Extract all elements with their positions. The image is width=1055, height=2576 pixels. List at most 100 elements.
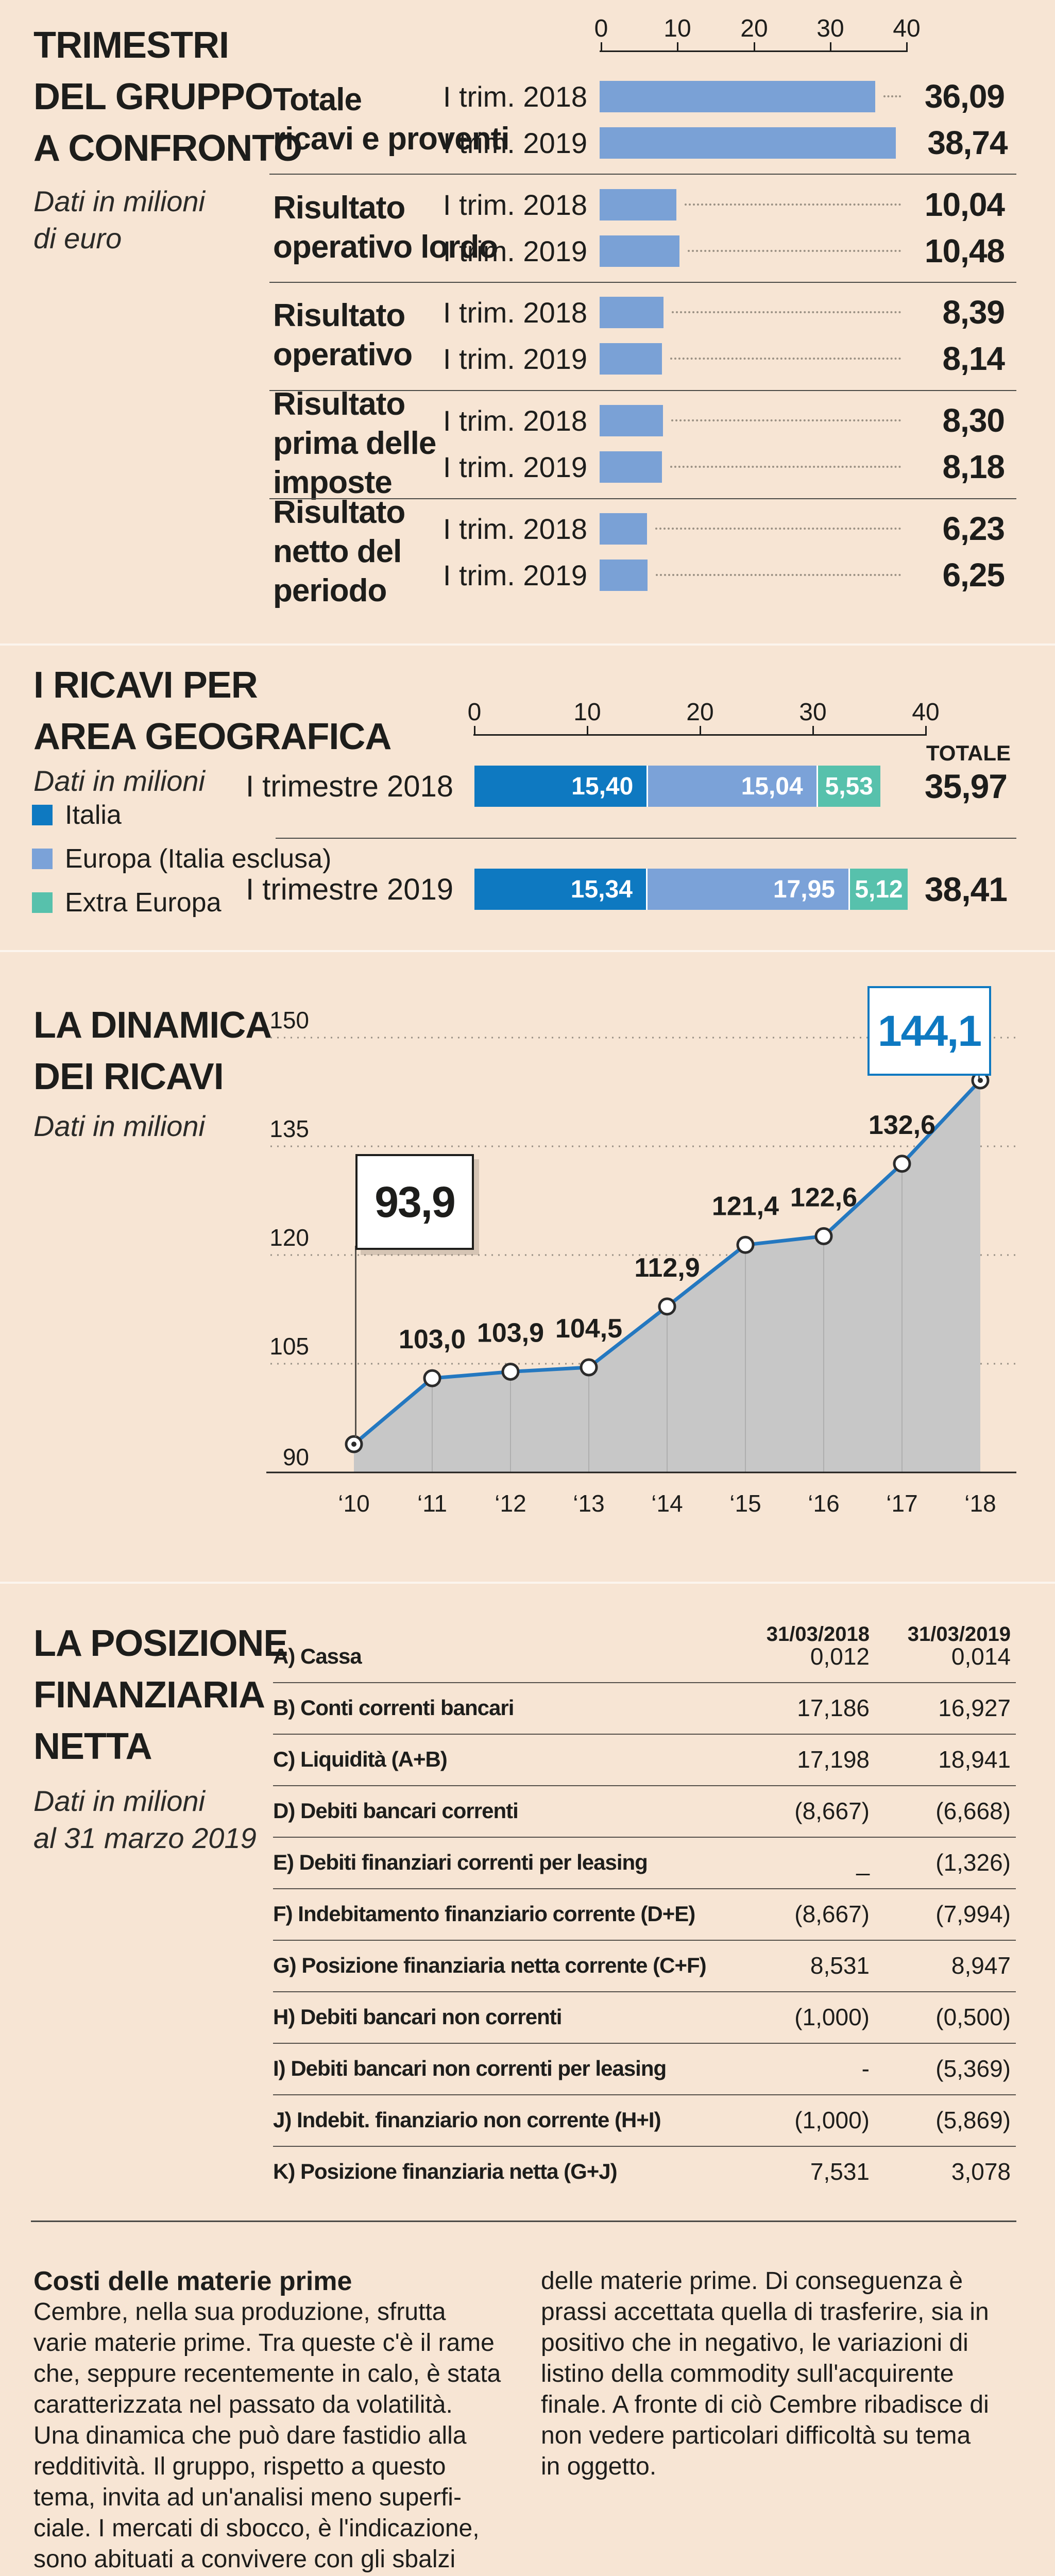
section-divider	[0, 950, 1055, 952]
legend-swatch-italia	[32, 805, 53, 825]
point-value-label: 112,9	[634, 1253, 700, 1283]
callout-value: 144,1	[877, 1006, 982, 1055]
category-label: Risultato prima delle imposte	[273, 386, 436, 500]
segment-europa: 15,04	[648, 766, 818, 807]
y-axis-label: 150	[269, 1007, 309, 1033]
stacked-bar: 15,34 17,95 5,12	[474, 869, 908, 910]
table-value-2019: 16,927	[938, 1694, 1011, 1721]
leader-dots	[688, 250, 901, 252]
leader-dots	[684, 204, 901, 206]
table-row-label: J) Indebit. finanziario non corrente (H+…	[273, 2108, 661, 2132]
bar	[600, 189, 676, 221]
legend-label: Europa (Italia esclusa)	[65, 844, 332, 874]
bar-row-label: I trim. 2018	[443, 512, 587, 545]
legend-item-extra-europa: Extra Europa	[32, 887, 222, 918]
data-point-marker	[736, 1235, 755, 1254]
bar-value: 6,23	[942, 510, 1005, 547]
table-value-2018: 0,012	[810, 1643, 870, 1670]
axis-tick	[677, 42, 678, 50]
table-value-2018: _	[856, 1849, 870, 1876]
stacked-bar-row-2019: I trimestre 2019 15,34 17,95 5,12 38,41	[0, 869, 1055, 910]
leader-dots	[670, 358, 901, 360]
bar-row-label: I trim. 2018	[443, 80, 587, 113]
data-point-dot	[351, 1442, 356, 1447]
table-value-2018: 17,186	[797, 1694, 870, 1721]
table-value-2018: 7,531	[810, 2158, 870, 2185]
table-divider	[273, 1888, 1016, 1889]
axis-tick	[925, 726, 927, 734]
commodity-column-1: Cembre, nella sua produzione, sfrutta va…	[33, 2298, 501, 2573]
table-row: J) Indebit. finanziario non corrente (H+…	[273, 2094, 1016, 2146]
bar	[600, 127, 896, 159]
table-value-2018: 17,198	[797, 1746, 870, 1773]
row-divider	[276, 838, 1016, 839]
stacked-row-label: I trimestre 2019	[246, 872, 453, 906]
x-axis-label: ‘12	[495, 1490, 526, 1517]
table-value-2019: (7,994)	[935, 1901, 1011, 1927]
segment-europa: 17,95	[647, 869, 850, 910]
total-column-header: TOTALE	[926, 741, 1011, 765]
axis-tick	[830, 42, 831, 50]
segment-value: 15,34	[570, 875, 633, 903]
table-value-2018: 8,531	[810, 1952, 870, 1979]
leader-dots	[655, 528, 901, 530]
segment-extra-europa: 5,12	[849, 869, 908, 910]
section-net-position-subtitle: Dati in milioni al 31 marzo 2019	[33, 1785, 257, 1854]
axis-tick	[474, 726, 475, 734]
table-divider	[273, 2094, 1016, 2095]
table-value-2019: 3,078	[951, 2158, 1011, 2185]
data-point-marker	[814, 1227, 833, 1245]
table-row-label: E) Debiti finanziari correnti per leasin…	[273, 1850, 648, 1874]
segment-extra-europa: 5,53	[818, 766, 880, 807]
segment-value: 17,95	[773, 875, 835, 903]
table-row-label: G) Posizione finanziaria netta corrente …	[273, 1953, 707, 1977]
bar-value: 36,09	[924, 78, 1005, 115]
leader-dots	[671, 419, 901, 421]
table-value-2019: (5,869)	[935, 2107, 1011, 2133]
segment-value: 15,04	[741, 772, 803, 800]
data-point-marker	[501, 1362, 520, 1381]
section-geo-title: I RICAVI PER AREA GEOGRAFICA	[33, 665, 392, 757]
table-value-2018: (8,667)	[794, 1901, 870, 1927]
axis-tick-label: 40	[893, 15, 921, 42]
x-axis-label: ‘10	[338, 1490, 369, 1517]
bar-row: I trim. 2019 8,18	[361, 448, 1005, 485]
table-row-label: I) Debiti bancari non correnti per leasi…	[273, 2056, 667, 2080]
axis-ruler	[600, 50, 908, 52]
callout-value: 93,9	[375, 1177, 455, 1226]
segment-italia: 15,40	[474, 766, 649, 807]
table-divider	[273, 1682, 1016, 1683]
table-row: B) Conti correnti bancari 17,186 16,927	[273, 1682, 1016, 1734]
table-row: I) Debiti bancari non correnti per leasi…	[273, 2043, 1016, 2094]
area-fill	[354, 1080, 980, 1472]
table-divider	[273, 2043, 1016, 2044]
bar-row: I trim. 2019 38,74	[361, 124, 1008, 161]
x-axis-label: ‘13	[573, 1490, 604, 1517]
table-row-label: D) Debiti bancari correnti	[273, 1799, 519, 1823]
section-dynamics-title: LA DINAMICA DEI RICAVI	[33, 1005, 272, 1097]
row-total: 35,97	[924, 767, 1008, 805]
bar-row: I trim. 2018 36,09	[361, 78, 1005, 115]
bar-row-label: I trim. 2019	[443, 126, 587, 159]
leader-dots	[670, 466, 901, 468]
bar-row: I trim. 2018 8,39	[361, 294, 1005, 331]
bar-value: 8,14	[942, 340, 1005, 377]
table-value-2019: (0,500)	[935, 2004, 1011, 2030]
data-point-marker	[345, 1435, 363, 1453]
axis-tick	[601, 42, 602, 50]
table-value-2018: (1,000)	[794, 2004, 870, 2030]
x-axis-label: ‘15	[729, 1490, 761, 1517]
segment-value: 5,53	[825, 772, 873, 800]
section-geo-subtitle: Dati in milioni	[33, 765, 205, 797]
axis-tick	[700, 726, 701, 734]
x-axis-label: ‘16	[808, 1490, 839, 1517]
table-row-label: C) Liquidità (A+B)	[273, 1747, 448, 1771]
section-dynamics-subtitle: Dati in milioni	[33, 1110, 205, 1142]
category-label: Totale ricavi e proventi	[273, 82, 510, 157]
table-row: A) Cassa 0,012 0,014	[273, 1631, 1016, 1682]
point-value-label: 103,9	[477, 1318, 544, 1348]
bar-value: 8,39	[942, 294, 1005, 331]
section-quarters-title: TRIMESTRI DEL GRUPPO A CONFRONTO	[33, 25, 302, 169]
category-label: Risultato netto del periodo	[273, 495, 405, 608]
